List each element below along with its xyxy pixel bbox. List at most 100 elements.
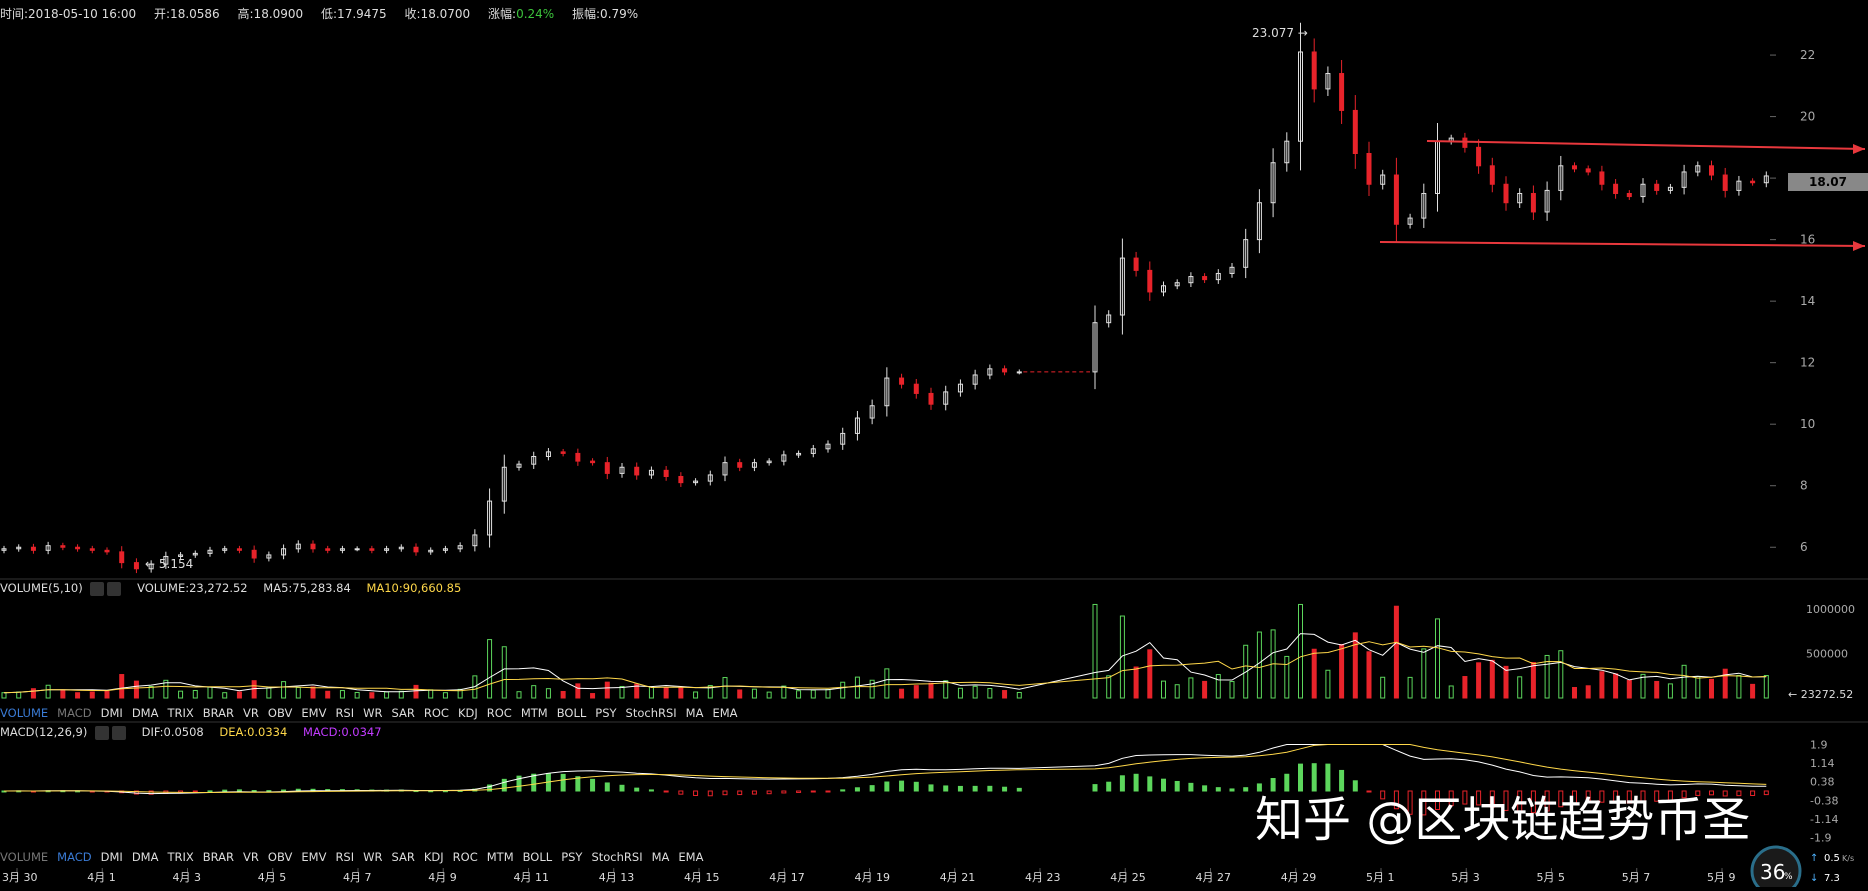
indicator-tab-rsi[interactable]: RSI	[335, 706, 355, 720]
indicator-tab-wr[interactable]: WR	[363, 850, 383, 864]
candle-body	[1393, 174, 1399, 225]
volume-bar	[1298, 603, 1303, 699]
indicator-tab-dmi[interactable]: DMI	[100, 706, 123, 720]
indicator-tab-volume[interactable]: VOLUME	[0, 706, 49, 720]
candle-body	[737, 462, 743, 468]
candle-body	[663, 469, 669, 477]
candle-body	[104, 549, 110, 553]
macd-histogram-bar	[1503, 790, 1509, 811]
indicator-tab-brar[interactable]: BRAR	[202, 706, 235, 720]
close-icon[interactable]	[107, 581, 122, 596]
close-icon[interactable]	[112, 725, 126, 740]
indicator-tab-mtm[interactable]: MTM	[520, 706, 548, 720]
volume-bar	[1256, 631, 1262, 699]
volume-bar	[1613, 673, 1619, 699]
info-close: 收:18.0700	[404, 7, 471, 21]
x-tick-label: 3月 30	[2, 871, 38, 884]
volume-bar	[1681, 664, 1687, 699]
indicator-tab-volume[interactable]: VOLUME	[0, 850, 49, 864]
volume-bar	[163, 679, 169, 699]
volume-bar	[899, 688, 905, 699]
indicator-tab-stochrsi[interactable]: StochRSI	[625, 706, 677, 720]
info-change-value: 0.24%	[516, 7, 555, 21]
candle-body	[75, 546, 81, 550]
indicator-tab-emv[interactable]: EMV	[301, 706, 327, 720]
candle-body	[619, 466, 625, 474]
indicator-tab-sar[interactable]: SAR	[391, 706, 415, 720]
candle-body	[339, 548, 345, 551]
volume-bar	[1339, 643, 1345, 699]
volume-bar	[1380, 676, 1386, 699]
indicator-tab-ema[interactable]: EMA	[712, 706, 738, 720]
indicator-tab-macd[interactable]: MACD	[57, 850, 92, 864]
indicator-tab-trix[interactable]: TRIX	[167, 850, 194, 864]
volume-bar	[1654, 680, 1660, 699]
indicator-tab-kdj[interactable]: KDJ	[423, 850, 444, 864]
gear-icon[interactable]	[95, 725, 109, 740]
indicator-tab-trix[interactable]: TRIX	[167, 706, 194, 720]
candle-body	[1722, 174, 1728, 191]
volume-bar	[1750, 683, 1756, 699]
indicator-tab-macd[interactable]: MACD	[57, 706, 92, 720]
macd-histogram-bar	[531, 773, 537, 792]
indicator-tab-stochrsi[interactable]: StochRSI	[591, 850, 643, 864]
candle-body	[1092, 322, 1098, 373]
indicator-tab-roc[interactable]: ROC	[423, 706, 449, 720]
x-tick-label: 4月 13	[599, 871, 635, 884]
gear-icon[interactable]	[90, 581, 105, 596]
macd-histogram-bar	[1147, 776, 1153, 792]
candle-body	[1339, 73, 1345, 111]
volume-bar	[1517, 676, 1523, 699]
macd-histogram-bar	[1572, 790, 1577, 805]
indicator-tab-dma[interactable]: DMA	[131, 850, 159, 864]
indicator-tab-brar[interactable]: BRAR	[202, 850, 235, 864]
indicator-tab-obv[interactable]: OBV	[267, 850, 293, 864]
macd-histogram-bar	[1462, 790, 1468, 805]
indicator-tab-emv[interactable]: EMV	[301, 850, 327, 864]
candle-body	[634, 466, 640, 476]
indicator-tab-boll[interactable]: BOLL	[522, 850, 553, 864]
indicator-tab-rsi[interactable]: RSI	[335, 850, 355, 864]
candle-body	[1667, 186, 1673, 191]
indicator-tab-wr[interactable]: WR	[363, 706, 383, 720]
indicator-tab-kdj[interactable]: KDJ	[457, 706, 478, 720]
macd-histogram-bar	[281, 789, 287, 792]
candle-body	[1599, 171, 1605, 185]
volume-bar	[766, 691, 772, 699]
indicator-tab-psy[interactable]: PSY	[561, 850, 583, 864]
candle-body	[1695, 165, 1701, 173]
x-tick-label: 4月 15	[684, 871, 720, 884]
volume-last-tag: ← 23272.52	[1788, 688, 1853, 701]
indicator-tab-sar[interactable]: SAR	[391, 850, 415, 864]
indicator-tab-ma[interactable]: MA	[685, 706, 704, 720]
indicator-tab-vr[interactable]: VR	[243, 706, 259, 720]
macd-histogram-bar	[590, 778, 596, 792]
candle-body	[1325, 73, 1331, 90]
volume-bar	[913, 685, 919, 699]
indicator-tab-obv[interactable]: OBV	[267, 706, 293, 720]
volume-bar	[796, 690, 802, 699]
indicator-tab-boll[interactable]: BOLL	[556, 706, 587, 720]
indicator-tab-ma[interactable]: MA	[651, 850, 670, 864]
x-tick-label: 4月 19	[855, 871, 891, 884]
macd-histogram-bar	[1558, 790, 1564, 808]
indicator-tab-dma[interactable]: DMA	[131, 706, 159, 720]
indicator-tab-mtm[interactable]: MTM	[486, 850, 514, 864]
indicator-tab-roc[interactable]: ROC	[486, 706, 512, 720]
indicator-tab-dmi[interactable]: DMI	[100, 850, 123, 864]
candle-body	[913, 383, 919, 394]
indicator-tab-ema[interactable]: EMA	[678, 850, 704, 864]
macd-histogram-bar	[560, 773, 566, 792]
x-tick-label: 4月 23	[1025, 871, 1061, 884]
x-tick-label: 4月 27	[1196, 871, 1232, 884]
indicator-tab-vr[interactable]: VR	[243, 850, 259, 864]
trend-arrow-icon	[1853, 144, 1865, 154]
macd-histogram-bar	[1393, 790, 1399, 810]
indicator-tab-roc[interactable]: ROC	[452, 850, 478, 864]
volume-bar	[207, 686, 213, 699]
macd-histogram-bar	[516, 775, 522, 792]
indicator-tab-psy[interactable]: PSY	[595, 706, 617, 720]
volume-bar	[45, 684, 51, 699]
macd-tick-label: -0.38	[1810, 794, 1838, 807]
info-low: 低:17.9475	[321, 7, 387, 21]
